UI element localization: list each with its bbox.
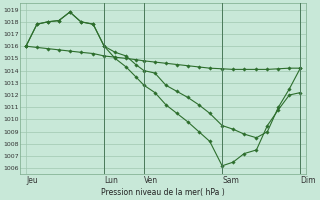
X-axis label: Pression niveau de la mer( hPa ): Pression niveau de la mer( hPa ) bbox=[101, 188, 225, 197]
